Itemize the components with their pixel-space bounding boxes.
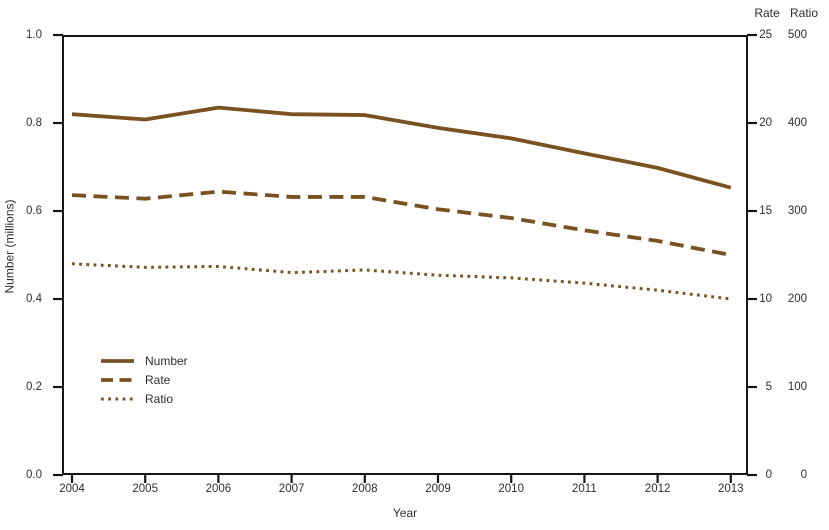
x-tick-label: 2008	[352, 483, 378, 495]
y-tick-label: 0.0	[26, 469, 42, 481]
x-tick-label: 2006	[205, 483, 232, 495]
y-tick-label: 0.2	[26, 381, 42, 393]
legend-item-number: Number	[101, 352, 188, 370]
y-tick-label: 1.0	[26, 29, 42, 41]
ratio-tick-label: 300	[787, 205, 807, 217]
legend-item-rate: Rate	[101, 371, 188, 389]
ratio-tick-label: 200	[787, 293, 807, 305]
rate-tick-label: 10	[759, 293, 772, 305]
dashed-line-icon	[101, 378, 134, 382]
x-tick-label: 2013	[718, 483, 744, 495]
rate-tick-label: 20	[759, 117, 772, 129]
rate-tick-label: 15	[759, 205, 772, 217]
y-tick-label: 0.4	[26, 293, 42, 305]
x-tick-label: 2012	[644, 483, 671, 495]
x-tick-label: 2005	[132, 483, 158, 495]
rate-tick-label: 5	[765, 381, 772, 393]
ratio-tick-label: 100	[787, 381, 807, 393]
ratio-tick-label: 500	[787, 29, 807, 41]
rate-tick-label: 0	[765, 469, 772, 481]
legend-item-ratio: Ratio	[101, 390, 188, 408]
y-tick-label: 0.8	[26, 117, 42, 129]
x-tick-label: 2007	[278, 483, 305, 495]
x-axis-title: Year	[392, 506, 418, 520]
y-tick-label: 0.6	[26, 205, 42, 217]
x-tick-label: 2009	[425, 483, 451, 495]
dotted-line-icon	[101, 397, 134, 401]
legend-label: Rate	[145, 373, 171, 387]
rate-tick-label: 25	[759, 29, 772, 41]
legend-label: Number	[145, 354, 188, 368]
rate-axis-header: Rate	[754, 6, 780, 20]
legend-label: Ratio	[145, 392, 174, 406]
legend: Number Rate Ratio	[101, 352, 188, 409]
ratio-tick-label: 400	[787, 117, 807, 129]
ratio-tick-label: 0	[800, 469, 807, 481]
ratio-axis-header: Ratio	[789, 6, 818, 20]
x-tick-label: 2011	[572, 483, 597, 495]
x-tick-label: 2010	[498, 483, 524, 495]
solid-line-icon	[101, 359, 134, 363]
x-tick-label: 2004	[59, 483, 85, 495]
